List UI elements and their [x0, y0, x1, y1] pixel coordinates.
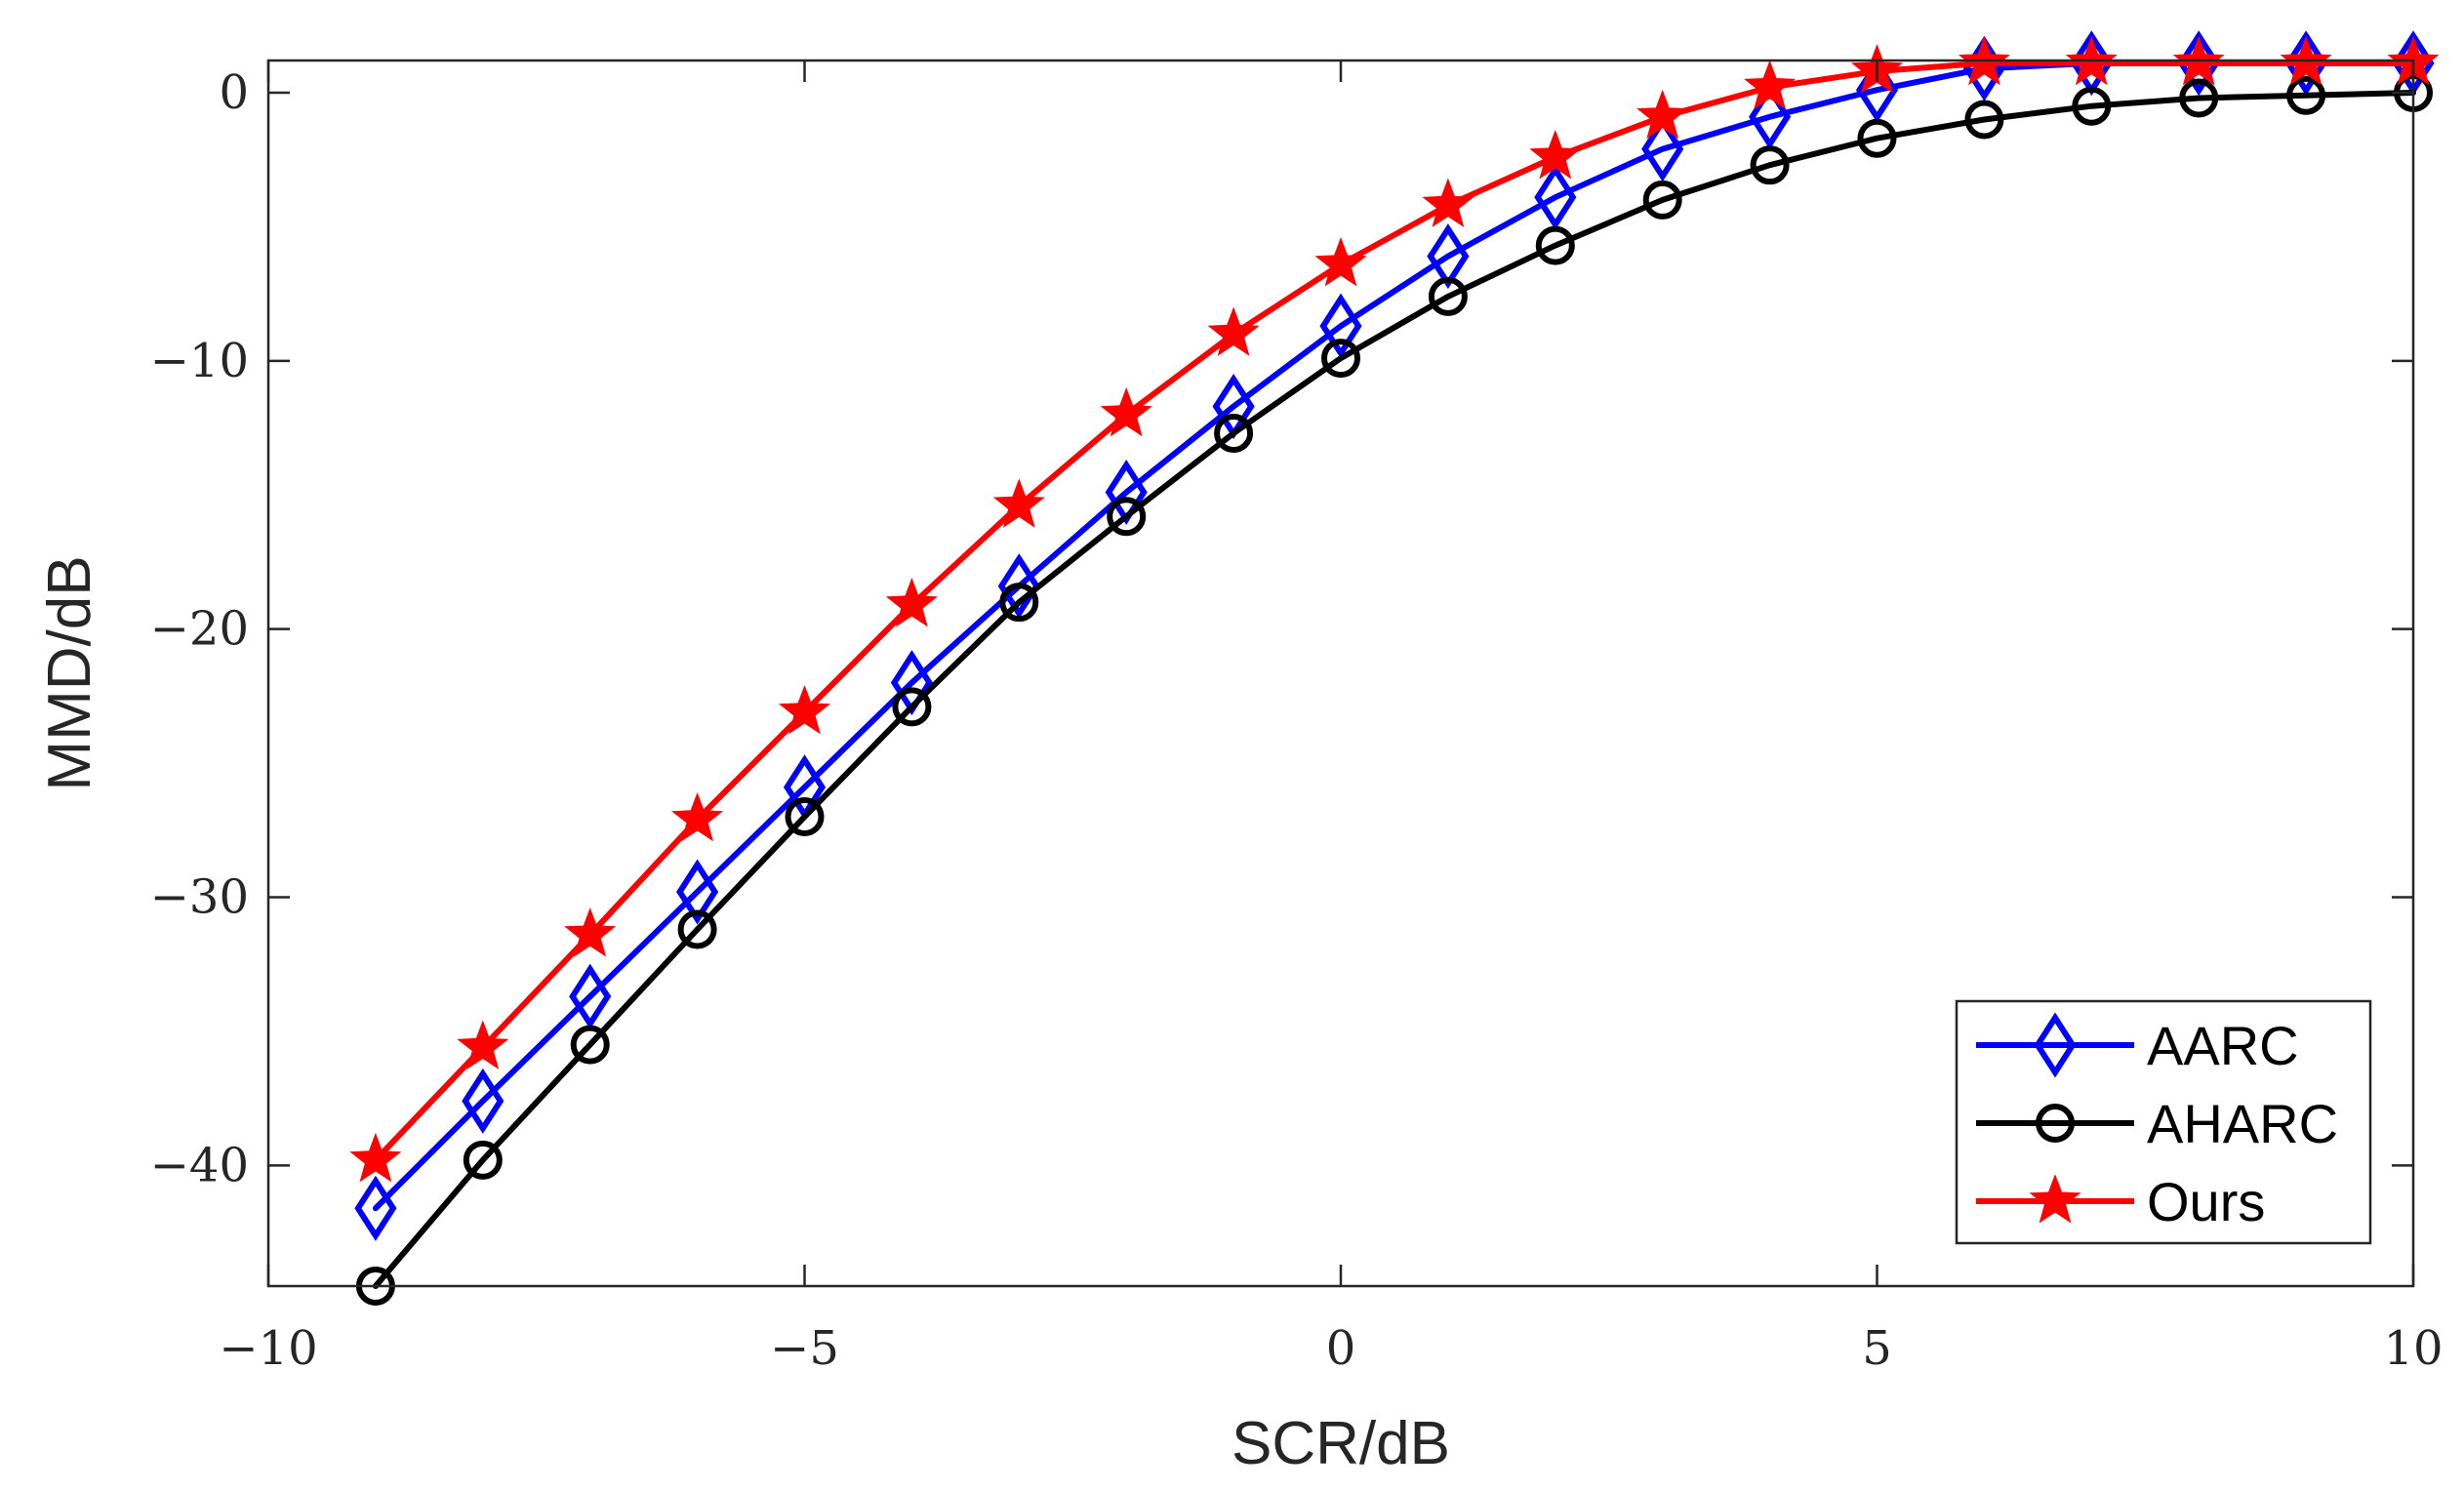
data-point-ours: [778, 685, 831, 735]
series-layer: [349, 30, 2440, 1306]
data-point-aarc: [569, 963, 612, 1029]
data-point-aarc: [1534, 164, 1577, 230]
x-tick-label: −10: [219, 1321, 317, 1376]
data-point-aharc: [1535, 225, 1575, 265]
data-point-aharc: [570, 1025, 610, 1065]
data-point-aharc: [1214, 414, 1254, 454]
legend-label-aharc: AHARC: [2147, 1093, 2338, 1154]
data-point-aarc: [1319, 293, 1362, 359]
y-tick-label: −10: [150, 334, 249, 388]
data-point-aharc: [2072, 86, 2112, 126]
data-point-ours: [1744, 60, 1797, 110]
data-point-aarc: [354, 1175, 397, 1241]
x-tick-label: −5: [770, 1321, 839, 1376]
legend-marker-ours: [2029, 1174, 2081, 1224]
legend-entry-ours: Ours: [1976, 1171, 2265, 1232]
y-tick-label: −20: [150, 602, 249, 657]
data-point-ours: [1422, 178, 1474, 227]
data-point-aarc: [1641, 116, 1684, 182]
data-point-aharc: [2179, 78, 2219, 118]
legend-label-ours: Ours: [2147, 1171, 2265, 1232]
data-point-aharc: [1857, 118, 1897, 158]
data-point-ours: [671, 791, 724, 842]
legend: AARC AHARC Ours: [1955, 999, 2372, 1245]
data-point-ours: [457, 1020, 509, 1069]
legend-label-aarc: AARC: [2147, 1015, 2299, 1076]
data-point-ours: [885, 578, 938, 627]
x-tick-label: 0: [1326, 1321, 1356, 1376]
data-point-aharc: [1642, 180, 1682, 220]
data-point-aarc: [1749, 84, 1792, 150]
data-point-aharc: [999, 583, 1039, 623]
y-tick-label: 0: [219, 65, 249, 120]
series-aharc: [355, 72, 2433, 1306]
legend-marker-aharc: [2036, 1104, 2075, 1143]
data-point-aharc: [1107, 497, 1147, 537]
data-point-ours: [1636, 89, 1689, 140]
data-point-aarc: [1427, 223, 1470, 290]
data-point-aharc: [677, 909, 717, 949]
data-point-aharc: [1964, 100, 2004, 140]
legend-entry-aarc: AARC: [1976, 1012, 2299, 1078]
legend-entry-aharc: AHARC: [1976, 1093, 2338, 1154]
data-point-aharc: [2286, 75, 2326, 115]
data-point-aharc: [1750, 145, 1790, 185]
data-point-aarc: [2284, 30, 2327, 97]
data-point-ours: [1529, 130, 1582, 180]
legend-marker-aarc: [2034, 1012, 2077, 1078]
y-axis-label: MMD/dB: [36, 555, 103, 790]
data-point-aarc: [676, 859, 719, 925]
data-point-aharc: [785, 797, 825, 837]
x-tick-label: 10: [2383, 1321, 2443, 1376]
data-point-aarc: [997, 553, 1040, 620]
data-point-ours: [992, 478, 1045, 528]
data-point-aharc: [1321, 339, 1360, 379]
data-point-aharc: [892, 687, 932, 727]
data-point-aarc: [2177, 30, 2220, 97]
data-point-ours: [564, 907, 617, 957]
y-tick-label: −40: [150, 1138, 249, 1192]
data-point-aarc: [462, 1068, 505, 1134]
data-point-ours: [1314, 237, 1367, 287]
data-point-ours: [1207, 306, 1260, 356]
data-point-aharc: [463, 1140, 503, 1180]
data-point-aharc: [1428, 276, 1468, 316]
x-tick-label: 5: [1862, 1321, 1892, 1376]
data-point-ours: [1100, 386, 1152, 437]
x-axis-label: SCR/dB: [1232, 1410, 1450, 1477]
series-line-ours: [372, 60, 2416, 1163]
y-tick-label: −30: [150, 869, 249, 924]
axes-layer: −10 −5 0 5 10 0 −10 −20 −30 −40: [150, 59, 2444, 1376]
data-point-ours: [349, 1132, 402, 1183]
